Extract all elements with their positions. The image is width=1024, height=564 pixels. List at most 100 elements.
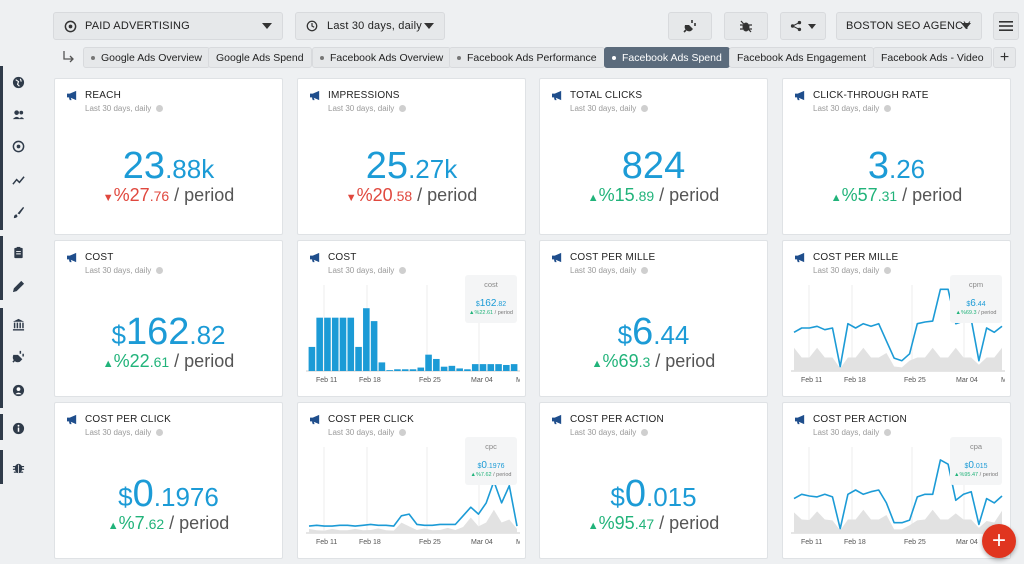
add-tab-button[interactable]: + bbox=[993, 47, 1016, 68]
sidebar-item-brush[interactable] bbox=[0, 196, 36, 228]
chart-bar[interactable] bbox=[479, 364, 487, 371]
help-icon[interactable] bbox=[156, 429, 164, 436]
chart-bar[interactable] bbox=[503, 364, 510, 371]
sidebar-group-marker bbox=[0, 66, 3, 230]
chart-card[interactable]: COST Last 30 days, daily Feb 11 Feb 18 Feb 2… bbox=[297, 240, 526, 397]
help-icon[interactable] bbox=[156, 267, 164, 274]
tab-facebook-ads-video[interactable]: Facebook Ads - Video bbox=[873, 47, 992, 68]
chart-bar[interactable] bbox=[378, 362, 386, 371]
tab-google-ads-overview[interactable]: Google Ads Overview bbox=[83, 47, 210, 68]
series-line[interactable] bbox=[793, 459, 1003, 530]
help-icon[interactable] bbox=[884, 105, 892, 112]
series-line[interactable] bbox=[308, 480, 518, 527]
metric-dec: .26 bbox=[888, 154, 926, 184]
tab-google-ads-spend[interactable]: Google Ads Spend bbox=[208, 47, 312, 68]
help-icon[interactable] bbox=[399, 267, 407, 274]
chart-bar[interactable] bbox=[448, 365, 456, 371]
x-tick-label: Feb 18 bbox=[359, 377, 381, 384]
chart-card[interactable]: COST PER MILLE Last 30 days, daily Feb 11 F… bbox=[782, 240, 1011, 397]
sidebar-item-plug[interactable] bbox=[0, 340, 36, 372]
help-icon[interactable] bbox=[641, 429, 649, 436]
tab-facebook-ads-engagement[interactable]: Facebook Ads Engagement bbox=[729, 47, 875, 68]
x-tick-label: Feb 25 bbox=[904, 377, 926, 384]
chart-bar[interactable] bbox=[401, 369, 409, 371]
chart-bar[interactable] bbox=[370, 321, 378, 371]
tooltip-change: ▲%69.3 / period bbox=[955, 310, 997, 316]
sidebar-item-users[interactable] bbox=[0, 98, 36, 130]
tab-facebook-ads-overview[interactable]: Facebook Ads Overview bbox=[312, 47, 452, 68]
sidebar-item-pen[interactable] bbox=[0, 270, 36, 302]
debug-button[interactable] bbox=[724, 12, 768, 40]
tab-label: Facebook Ads - Video bbox=[881, 51, 984, 64]
main-menu-button[interactable] bbox=[993, 12, 1019, 40]
sidebar-item-bank[interactable] bbox=[0, 308, 36, 340]
chart-bar[interactable] bbox=[464, 369, 471, 371]
chart-bar[interactable] bbox=[417, 367, 425, 371]
chart-bar[interactable] bbox=[471, 364, 479, 371]
chart-bar[interactable] bbox=[440, 366, 448, 371]
chart-bar[interactable] bbox=[495, 364, 502, 371]
sidebar-item-target[interactable] bbox=[0, 130, 36, 162]
connect-button[interactable] bbox=[668, 12, 712, 40]
chart-bar[interactable] bbox=[510, 364, 518, 371]
date-range-dropdown[interactable]: Last 30 days, daily bbox=[295, 12, 445, 40]
help-icon[interactable] bbox=[156, 105, 164, 112]
chart-card[interactable]: COST PER ACTION Last 30 days, daily Feb 11… bbox=[782, 402, 1011, 559]
sidebar-item-trend[interactable] bbox=[0, 164, 36, 196]
metric-card[interactable]: COST PER CLICK Last 30 days, daily $0.1976… bbox=[54, 402, 283, 559]
chart-bar[interactable] bbox=[456, 368, 463, 371]
help-icon[interactable] bbox=[399, 429, 407, 436]
card-subtitle: Last 30 days, daily bbox=[813, 428, 892, 437]
client-dropdown[interactable]: BOSTON SEO AGENCY bbox=[836, 12, 982, 40]
chart-card[interactable]: COST PER CLICK Last 30 days, daily Feb 11 F… bbox=[297, 402, 526, 559]
chart-bar[interactable] bbox=[308, 346, 316, 371]
metric-card[interactable]: COST PER ACTION Last 30 days, daily $0.015… bbox=[539, 402, 768, 559]
sidebar-item-globe[interactable] bbox=[0, 66, 36, 98]
sidebar-item-profile[interactable] bbox=[0, 374, 36, 406]
help-icon[interactable] bbox=[884, 429, 892, 436]
chart-bar[interactable] bbox=[394, 369, 401, 371]
chart-bar[interactable] bbox=[425, 354, 432, 371]
x-tick-label: Mar 04 bbox=[956, 377, 978, 384]
x-tick-label: Feb 25 bbox=[419, 539, 441, 546]
metric-card[interactable]: COST Last 30 days, daily $162.82 ▲%22.61 / … bbox=[54, 240, 283, 397]
chart-bar[interactable] bbox=[363, 308, 370, 371]
metric-card[interactable]: CLICK-THROUGH RATE Last 30 days, daily 3.2… bbox=[782, 78, 1011, 235]
tooltip-dec: .1976 bbox=[486, 463, 505, 470]
help-icon[interactable] bbox=[641, 105, 649, 112]
chart-bar[interactable] bbox=[347, 317, 355, 371]
help-icon[interactable] bbox=[641, 267, 649, 274]
x-tick-label: Feb 11 bbox=[801, 539, 822, 546]
chevron-down-icon bbox=[424, 23, 434, 29]
chart-bar[interactable] bbox=[316, 317, 323, 371]
chart-bar[interactable] bbox=[433, 358, 440, 371]
chart-bar[interactable] bbox=[409, 369, 417, 371]
metric-card[interactable]: TOTAL CLICKS Last 30 days, daily 824 ▲%15.8… bbox=[539, 78, 768, 235]
sidebar-item-bug[interactable] bbox=[0, 451, 36, 483]
chart-bar[interactable] bbox=[339, 317, 347, 371]
chart-bar[interactable] bbox=[355, 346, 362, 371]
chart-bar[interactable] bbox=[487, 364, 495, 371]
tooltip-int: 0 bbox=[481, 460, 487, 471]
add-widget-button[interactable]: + bbox=[982, 524, 1016, 558]
sidebar-item-info[interactable] bbox=[0, 412, 36, 444]
chart-bar[interactable] bbox=[331, 317, 339, 371]
share-button[interactable] bbox=[780, 12, 826, 40]
help-icon[interactable] bbox=[399, 105, 407, 112]
metric-card[interactable]: COST PER MILLE Last 30 days, daily $6.44 ▲%… bbox=[539, 240, 768, 397]
sidebar-item-clipboard[interactable] bbox=[0, 236, 36, 268]
card-subtitle: Last 30 days, daily bbox=[813, 104, 892, 113]
help-icon[interactable] bbox=[884, 267, 892, 274]
chart-bar[interactable] bbox=[324, 317, 331, 371]
tab-facebook-ads-spend[interactable]: Facebook Ads Spend bbox=[604, 47, 730, 68]
tooltip-period: / period bbox=[978, 310, 997, 316]
metric-card[interactable]: REACH Last 30 days, daily 23.88k ▼%27.76 / … bbox=[54, 78, 283, 235]
chart-bar[interactable] bbox=[386, 370, 393, 371]
target-icon bbox=[12, 140, 24, 152]
category-dropdown[interactable]: PAID ADVERTISING bbox=[53, 12, 283, 40]
tab-facebook-ads-performance[interactable]: Facebook Ads Performance bbox=[449, 47, 605, 68]
metric-card[interactable]: IMPRESSIONS Last 30 days, daily 25.27k ▼%20… bbox=[297, 78, 526, 235]
